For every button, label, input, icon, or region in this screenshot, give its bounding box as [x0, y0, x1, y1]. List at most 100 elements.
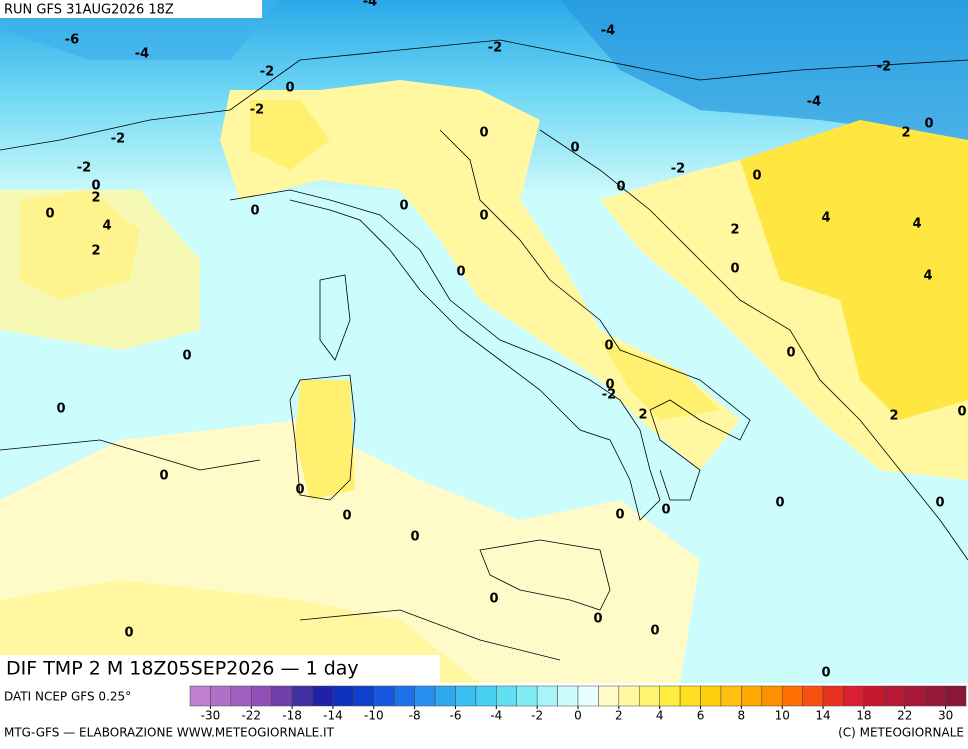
contour-label: 0 [821, 666, 830, 681]
colorbar-tick-label: -10 [364, 709, 384, 723]
color-box [679, 685, 701, 707]
contour-label: 0 [570, 141, 579, 156]
contour-label: 0 [250, 204, 259, 219]
contour-label: 0 [124, 626, 133, 641]
color-box [536, 685, 558, 707]
color-box [884, 685, 905, 707]
color-box [434, 685, 456, 707]
contour-label: 0 [935, 496, 944, 511]
map-title: DIF TMP 2 M 18Z05SEP2026 — 1 day [6, 658, 359, 680]
contour-label: 2 [91, 244, 100, 259]
color-box [863, 685, 885, 707]
colorbar-tick-label: 18 [856, 709, 871, 723]
color-box [496, 685, 517, 707]
color-box [557, 685, 579, 707]
color-box [741, 685, 763, 707]
color-box [822, 685, 844, 707]
contour-label: 0 [615, 508, 624, 523]
contour-label: 2 [91, 191, 100, 206]
contour-label: 0 [752, 169, 761, 184]
contour-label: 2 [638, 408, 647, 423]
contour-label: 0 [605, 378, 614, 393]
contour-label: -2 [671, 162, 685, 177]
contour-label: 0 [45, 207, 54, 222]
contour-label: 0 [399, 199, 408, 214]
contour-label: 0 [159, 469, 168, 484]
contour-label: -2 [877, 60, 891, 75]
colorbar-tick-label: 30 [938, 709, 953, 723]
color-box [332, 685, 354, 707]
color-box [373, 685, 395, 707]
colorbar-tick-label: -30 [201, 709, 221, 723]
contour-label: 0 [410, 530, 419, 545]
color-box [353, 685, 375, 707]
color-box [516, 685, 538, 707]
contour-label: 0 [604, 339, 613, 354]
contour-label: 0 [342, 509, 351, 524]
color-box [761, 685, 783, 707]
contour-label: -4 [363, 0, 377, 10]
contour-label: 0 [285, 81, 294, 96]
color-box [618, 685, 640, 707]
contour-label: 0 [295, 483, 304, 498]
header-box [0, 0, 262, 18]
color-box [414, 685, 436, 707]
colorbar-tick-label: 10 [775, 709, 790, 723]
footer-right: (C) METEOGIORNALE [838, 726, 964, 740]
contour-label: -2 [111, 132, 125, 147]
title-box [0, 655, 440, 683]
colorbar: -30 -22 -18 -14 -10 -8 -6 -4 -2 0 2 4 6 8 10 14 18 22 30 [189, 685, 967, 723]
contour-label: 0 [661, 503, 670, 518]
colorbar-tick-label: 4 [656, 709, 664, 723]
contour-label: 2 [730, 223, 739, 238]
contour-label: 0 [616, 180, 625, 195]
colorbar-tick-label: -18 [282, 709, 302, 723]
color-box [843, 685, 865, 707]
contour-label: 0 [730, 262, 739, 277]
contour-label: 0 [479, 126, 488, 141]
colorbar-tick-label: 22 [897, 709, 912, 723]
contour-label: -2 [77, 161, 91, 176]
color-box [291, 685, 313, 707]
contour-label: -4 [601, 24, 615, 39]
colorbar-tick-label: -6 [449, 709, 461, 723]
contour-label: -2 [260, 65, 274, 80]
contour-label: 0 [775, 496, 784, 511]
color-box [802, 685, 824, 707]
colorbar-tick-label: -22 [241, 709, 261, 723]
contour-label: 0 [924, 117, 933, 132]
contour-label: 0 [957, 405, 966, 420]
contour-label: -2 [488, 41, 502, 56]
color-box [639, 685, 660, 707]
contour-label: -6 [65, 33, 79, 48]
contour-label: 0 [56, 402, 65, 417]
colorbar-tick-label: 8 [738, 709, 746, 723]
color-box [720, 685, 742, 707]
color-box [945, 685, 967, 707]
color-box [312, 685, 334, 707]
contour-label: 0 [479, 209, 488, 224]
color-box [230, 685, 252, 707]
colorbar-tick-label: 0 [574, 709, 582, 723]
color-box [700, 685, 722, 707]
contour-label: 0 [91, 179, 100, 194]
colorbar-tick-label: 14 [815, 709, 830, 723]
contour-label: 2 [901, 126, 910, 141]
color-box [781, 685, 803, 707]
colorbar-tick-label: -8 [409, 709, 421, 723]
contour-label: -4 [135, 47, 149, 62]
footer-left: MTG-GFS — ELABORAZIONE WWW.METEOGIORNALE… [4, 726, 335, 740]
contour-label: 0 [182, 349, 191, 364]
colorbar-tick-label: 6 [697, 709, 705, 723]
contour-label: -2 [602, 388, 616, 403]
color-box [904, 685, 926, 707]
contour-label: -4 [807, 95, 821, 110]
contour-label: 4 [923, 269, 932, 284]
contour-label: 0 [489, 592, 498, 607]
contour-label: -2 [250, 103, 264, 118]
color-box [189, 685, 211, 707]
color-box [251, 685, 272, 707]
color-box [271, 685, 293, 707]
